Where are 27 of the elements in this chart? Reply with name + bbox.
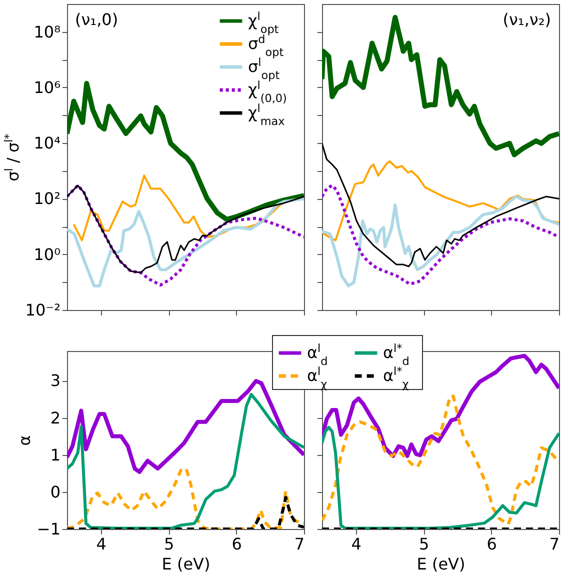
y-tick-label: 10⁴ bbox=[34, 134, 60, 153]
y-tick-label: 10⁸ bbox=[34, 22, 60, 42]
x-tick-label: 6 bbox=[232, 534, 242, 554]
y-tick-label: 0 bbox=[50, 482, 60, 502]
annotation: (ν₁,ν₂) bbox=[502, 10, 551, 29]
y-tick-label: 3 bbox=[50, 371, 60, 390]
x-tick-label: 7 bbox=[549, 534, 560, 554]
line-series bbox=[67, 379, 304, 474]
y-tick-label: 10⁶ bbox=[34, 78, 60, 97]
y-tick-label: −1 bbox=[36, 520, 60, 538]
annotation: (ν₁,0) bbox=[75, 10, 118, 29]
y-tick-label: 1 bbox=[50, 445, 60, 464]
y-tick-label: 2 bbox=[50, 408, 60, 428]
x-tick-label: 5 bbox=[418, 534, 430, 554]
y-tick-label: 10⁻² bbox=[25, 300, 60, 320]
x-tick-label: 6 bbox=[486, 534, 497, 554]
x-tick-label: 4 bbox=[351, 534, 362, 554]
x-axis-title: E (eV) bbox=[416, 554, 466, 574]
x-tick-label: 4 bbox=[96, 534, 106, 554]
x-axis-title: E (eV) bbox=[162, 554, 210, 574]
line-series bbox=[67, 496, 304, 529]
x-tick-label: 7 bbox=[294, 534, 304, 554]
y-tick-label: 10² bbox=[34, 189, 60, 208]
y-tick-label: 10⁰ bbox=[34, 244, 60, 264]
x-tick-label: 5 bbox=[164, 534, 174, 554]
line-series bbox=[67, 467, 304, 529]
y-axis-title: α bbox=[14, 435, 34, 446]
